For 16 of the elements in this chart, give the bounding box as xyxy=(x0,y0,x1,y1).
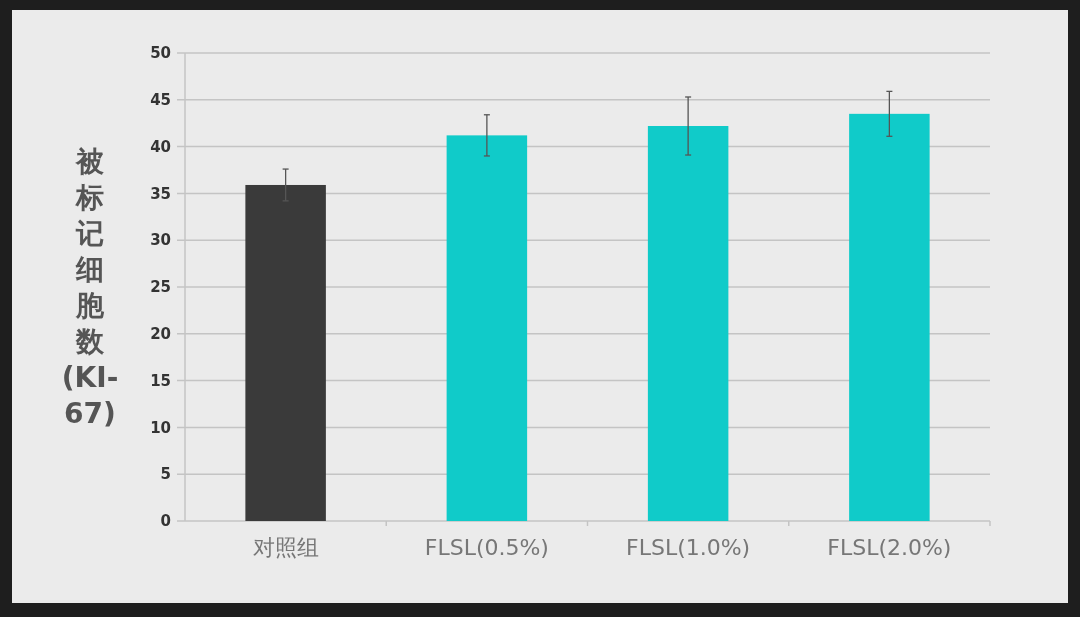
y-tick-label: 5 xyxy=(160,465,171,484)
x-tick-label: FLSL(2.0%) xyxy=(827,535,952,560)
y-axis-title: 被标记细胞数(KI-67) xyxy=(61,144,119,430)
y-tick-label: 20 xyxy=(150,325,171,344)
y-tick-label: 10 xyxy=(150,418,171,437)
y-tick-label: 50 xyxy=(150,44,171,63)
y-tick-label: 40 xyxy=(150,137,171,156)
x-tick-label: FLSL(1.0%) xyxy=(626,535,751,560)
y-tick-label: 25 xyxy=(150,278,171,297)
y-tick-label: 30 xyxy=(150,231,171,250)
y-tick-label: 35 xyxy=(150,184,171,203)
x-tick-label: FLSL(0.5%) xyxy=(424,535,549,560)
y-tick-label: 15 xyxy=(150,371,171,390)
y-tick-label: 45 xyxy=(150,91,171,110)
y-tick-label: 0 xyxy=(160,512,171,531)
x-tick-label: 对照组 xyxy=(252,535,319,560)
